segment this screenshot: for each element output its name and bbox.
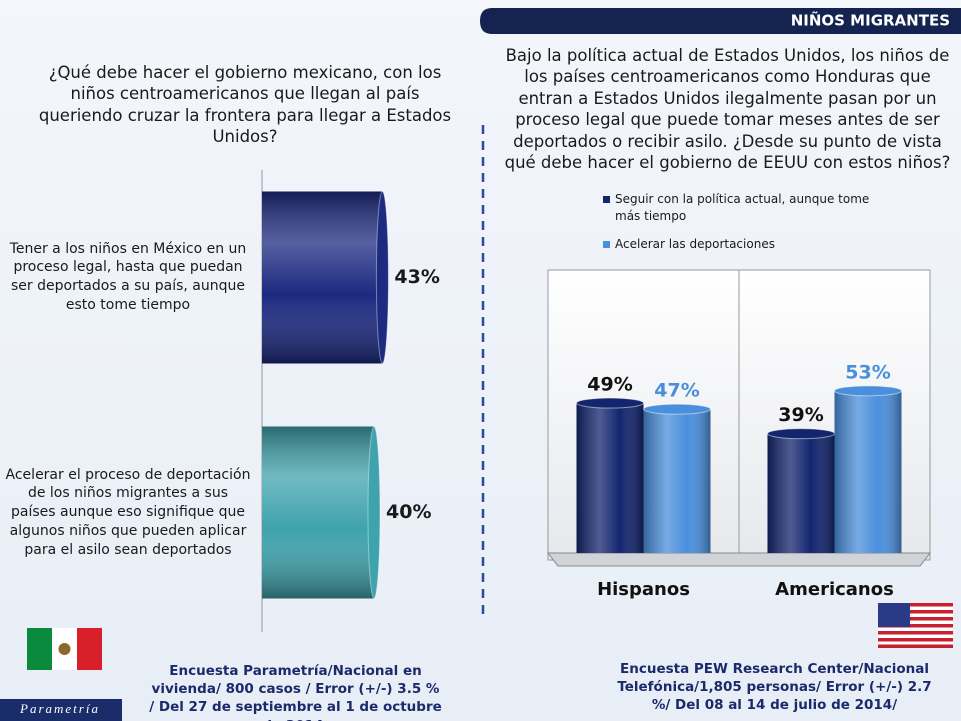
- value-label: 40%: [386, 501, 431, 523]
- legend-swatch: [603, 196, 610, 203]
- chart-title: Bajo la política actual de Estados Unido…: [504, 46, 951, 173]
- bar-shine: [834, 390, 902, 553]
- category-label: Acelerar el proceso de deportación de lo…: [5, 466, 251, 559]
- bar-cap: [375, 191, 389, 364]
- value-label: 53%: [845, 361, 890, 383]
- bar-cap: [367, 426, 381, 599]
- bar-shine: [576, 403, 644, 553]
- usa-flag: [878, 603, 953, 648]
- mexico-flag: [27, 628, 102, 670]
- legend-label: Seguir con la política actual, aunque to…: [615, 192, 870, 223]
- x-tick-label: Hispanos: [597, 579, 690, 600]
- value-label: 47%: [654, 380, 699, 402]
- value-label: 49%: [587, 374, 632, 396]
- x-tick-label: Americanos: [775, 579, 894, 600]
- bar-shine: [643, 409, 711, 553]
- header-bar: [480, 8, 961, 34]
- source: Encuesta Parametría/Nacional en vivienda…: [149, 663, 442, 721]
- logo: Parametría: [19, 701, 100, 716]
- legend-label: Acelerar las deportaciones: [615, 237, 775, 251]
- chart-title: ¿Qué debe hacer el gobierno mexicano, co…: [38, 63, 452, 147]
- value-label: 39%: [778, 404, 823, 426]
- legend-swatch: [603, 241, 610, 248]
- bar-cap: [643, 403, 711, 415]
- bar-cap: [834, 385, 902, 397]
- bar-cap: [576, 397, 644, 409]
- header-title: NIÑOS MIGRANTES: [791, 11, 950, 30]
- source: Encuesta PEW Research Center/Nacional Te…: [617, 661, 932, 714]
- category-label: Tener a los niños en México en un proces…: [9, 240, 247, 314]
- bar-shine: [767, 433, 835, 553]
- bar-cap: [767, 428, 835, 440]
- bar-shine: [262, 426, 374, 599]
- bar-shine: [262, 191, 383, 364]
- logo-box: [0, 699, 122, 721]
- value-label: 43%: [394, 266, 439, 288]
- floor: [546, 552, 932, 567]
